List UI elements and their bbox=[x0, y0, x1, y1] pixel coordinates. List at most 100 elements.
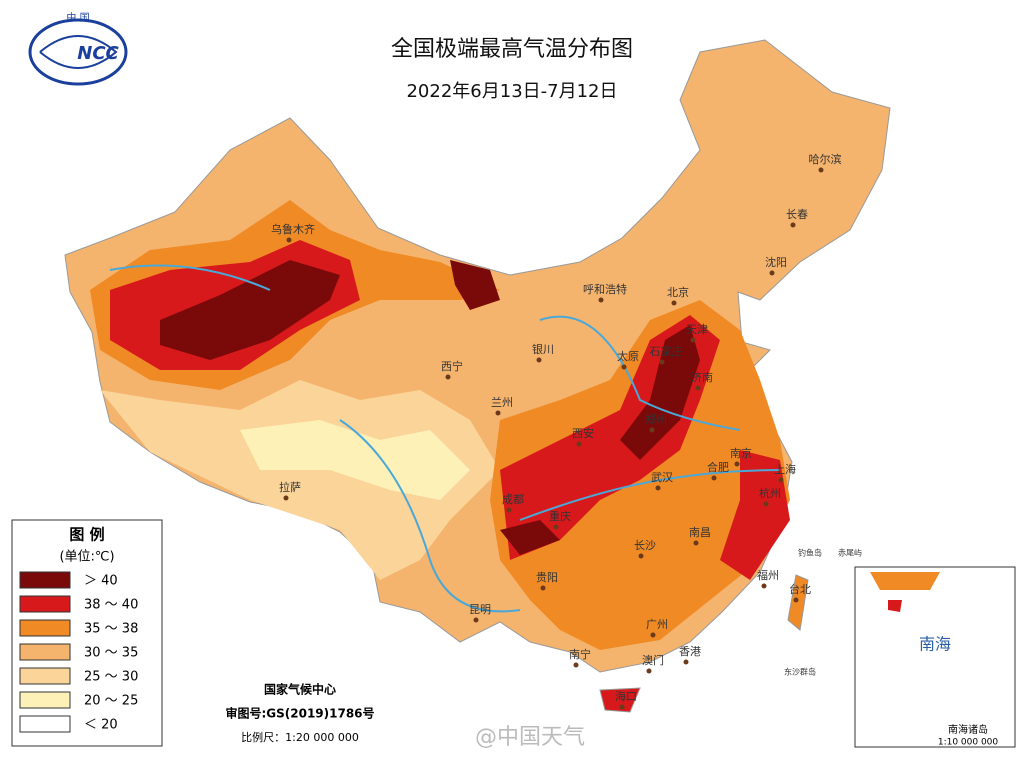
logo-text: NCC bbox=[77, 43, 119, 64]
logo-top: 中 国 bbox=[66, 11, 89, 24]
city-label: 海口 bbox=[615, 689, 637, 703]
city-dot bbox=[646, 668, 652, 674]
taiwan bbox=[787, 574, 809, 631]
city-label: 福州 bbox=[757, 568, 779, 582]
legend-swatch bbox=[19, 595, 71, 613]
legend-label: ＜ 20 bbox=[84, 718, 118, 733]
city-label: 杭州 bbox=[759, 486, 781, 500]
legend-label: 38 ～ 40 bbox=[84, 598, 138, 613]
city-dot bbox=[769, 270, 775, 276]
city-label: 太原 bbox=[617, 350, 639, 363]
legend-swatch bbox=[19, 715, 71, 733]
city-dot bbox=[553, 524, 559, 530]
city-label: 西宁 bbox=[441, 359, 463, 373]
extreme-north-china bbox=[620, 325, 700, 460]
extreme-inner-mongolia bbox=[450, 260, 500, 310]
city-label: 武汉 bbox=[651, 471, 673, 484]
city-label: 南宁 bbox=[569, 647, 591, 661]
city-dot bbox=[473, 617, 479, 623]
city-label: 香港 bbox=[679, 645, 701, 658]
city-label: 兰州 bbox=[491, 396, 513, 409]
inset-scale: 1:10 000 000 bbox=[938, 738, 999, 748]
city-dot bbox=[536, 357, 542, 363]
city-dot bbox=[638, 553, 644, 559]
rivers bbox=[109, 264, 781, 613]
city-label: 天津 bbox=[686, 323, 708, 336]
legend-label: 20 ～ 25 bbox=[84, 694, 138, 709]
plateau-zone bbox=[100, 380, 500, 580]
city-dot bbox=[495, 410, 501, 416]
city-label: 成都 bbox=[502, 493, 524, 506]
city-dot bbox=[763, 501, 769, 507]
legend-swatch bbox=[19, 643, 71, 661]
inset-coast bbox=[870, 572, 940, 590]
city-label: 沈阳 bbox=[765, 255, 787, 269]
city-dot bbox=[690, 337, 696, 343]
legend-label: 30 ～ 35 bbox=[84, 646, 138, 661]
city-label: 南昌 bbox=[689, 526, 711, 539]
city-dot bbox=[573, 662, 579, 668]
city-label: 呼和浩特 bbox=[583, 282, 627, 296]
logo: 中 国 NCC bbox=[28, 11, 128, 86]
city-label: 重庆 bbox=[549, 509, 571, 523]
legend-swatch bbox=[19, 571, 71, 589]
watermark: @中国天气 bbox=[475, 725, 585, 750]
city-dot bbox=[778, 477, 784, 483]
city-label: 南京 bbox=[730, 446, 752, 460]
city-dot bbox=[695, 385, 701, 391]
legend-label: 25 ～ 30 bbox=[84, 670, 138, 685]
city-dot bbox=[621, 364, 627, 370]
city-dot bbox=[734, 461, 740, 467]
city-dot bbox=[711, 475, 717, 481]
city-dot bbox=[286, 237, 292, 243]
city-dot bbox=[598, 297, 604, 303]
city-dot bbox=[576, 441, 582, 447]
city-dot bbox=[693, 540, 699, 546]
china-map bbox=[64, 39, 891, 713]
city-dot bbox=[619, 704, 625, 710]
city-dot bbox=[655, 485, 661, 491]
inset-box bbox=[854, 566, 1016, 748]
extreme-chongqing bbox=[500, 520, 560, 555]
city-dot bbox=[283, 495, 289, 501]
island-label: 钓鱼岛 bbox=[798, 548, 822, 558]
city-dot bbox=[445, 374, 451, 380]
subtitle: 2022年6月13日-7月12日 bbox=[406, 81, 617, 102]
city-label: 乌鲁木齐 bbox=[271, 222, 315, 236]
city-label: 昆明 bbox=[469, 603, 491, 616]
footer-org: 国家气候中心 bbox=[264, 682, 336, 697]
city-label: 台北 bbox=[789, 582, 811, 596]
city-dot bbox=[650, 632, 656, 638]
inset-hainan bbox=[888, 600, 902, 612]
legend-label: ＞ 40 bbox=[84, 574, 118, 589]
city-dot bbox=[659, 359, 665, 365]
legend-swatch bbox=[19, 691, 71, 709]
city-label: 石家庄 bbox=[650, 344, 683, 358]
inset-sea: 南海 bbox=[919, 635, 951, 654]
city-dot bbox=[790, 222, 796, 228]
legend-swatch bbox=[19, 619, 71, 637]
city-label: 广州 bbox=[646, 618, 668, 631]
legend-unit: (单位:℃) bbox=[59, 550, 114, 565]
footer-approval: 审图号:GS(2019)1786号 bbox=[225, 706, 374, 721]
city-label: 澳门 bbox=[642, 653, 664, 667]
city-dot bbox=[818, 167, 824, 173]
city-dot bbox=[649, 427, 655, 433]
city-label: 哈尔滨 bbox=[809, 152, 842, 166]
city-label: 长春 bbox=[786, 208, 808, 221]
city-label: 上海 bbox=[774, 462, 796, 476]
city-label: 西安 bbox=[572, 426, 594, 440]
city-dot bbox=[506, 507, 512, 513]
extreme-tarim bbox=[160, 260, 340, 360]
cool-zone bbox=[240, 420, 470, 500]
south-sea-inset: 南海 南海诸岛 1:10 000 000 bbox=[854, 566, 1016, 748]
city-dot bbox=[761, 583, 767, 589]
logo-globe bbox=[39, 35, 118, 69]
city-label: 北京 bbox=[667, 285, 689, 299]
title: 全国极端最高气温分布图 bbox=[391, 37, 633, 62]
city-label: 贵阳 bbox=[536, 571, 558, 584]
legend-label: 35 ～ 38 bbox=[84, 622, 138, 637]
footer-scale: 比例尺：1:20 000 000 bbox=[241, 730, 359, 744]
city-label: 济南 bbox=[691, 370, 713, 384]
